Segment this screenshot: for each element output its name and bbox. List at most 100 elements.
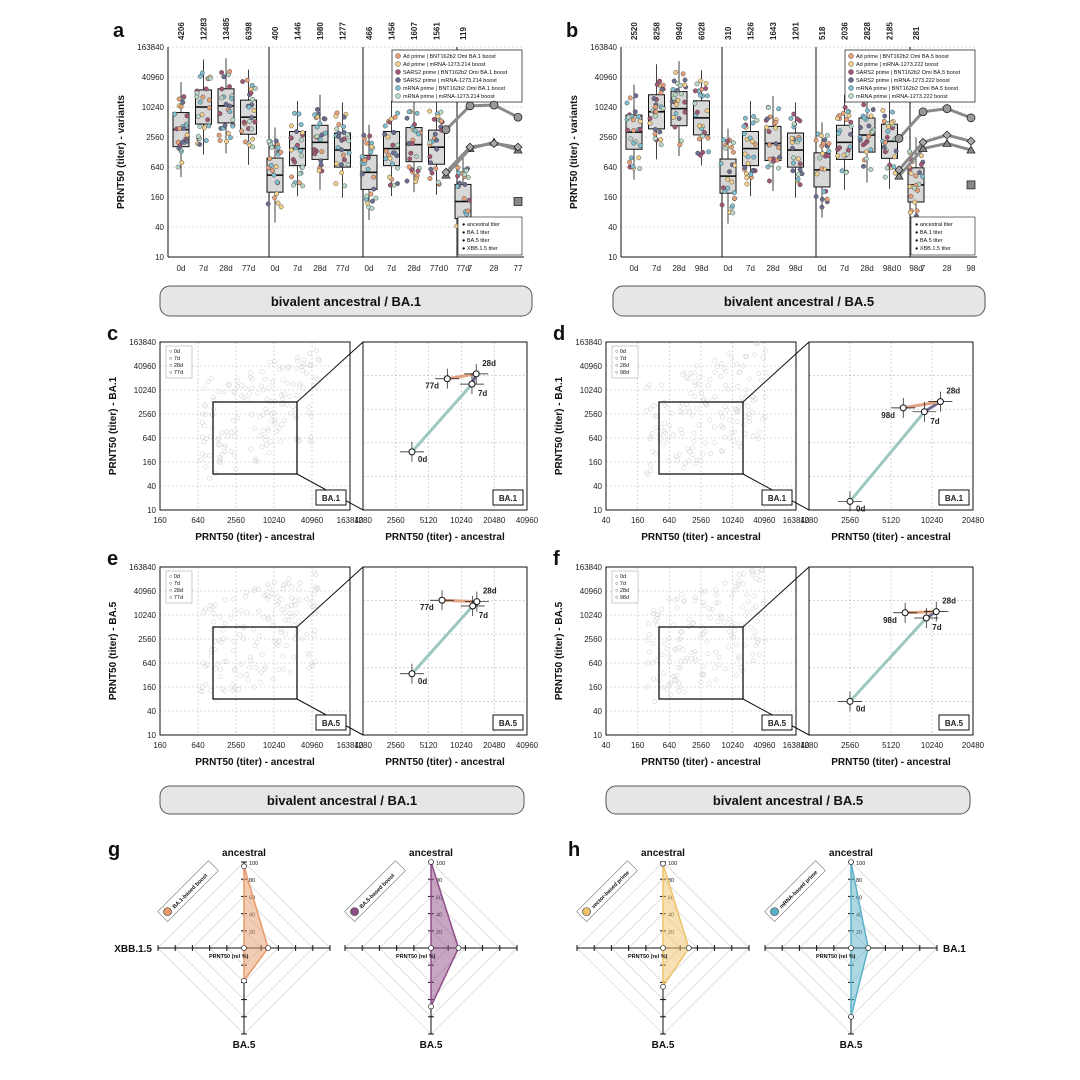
data-point	[882, 140, 888, 146]
data-point	[269, 590, 275, 596]
x-tick-label: 2560	[227, 516, 245, 525]
mean-marker	[920, 408, 928, 416]
radar-tick-label: 80	[436, 878, 442, 884]
data-point	[208, 688, 214, 694]
data-point	[370, 198, 375, 204]
data-point	[253, 455, 259, 461]
data-point	[465, 208, 471, 214]
data-point	[744, 387, 749, 393]
region-label-box	[938, 714, 970, 731]
data-point	[213, 666, 218, 672]
legend-item: mRNA prime | mRNA-1273.222 boost	[856, 94, 948, 100]
legend-item: ○ 7d	[615, 581, 626, 587]
panel-letter: g	[108, 839, 120, 861]
data-point	[712, 369, 718, 375]
x-tick-label: 40960	[516, 516, 539, 525]
data-point	[711, 440, 717, 446]
data-point	[300, 164, 306, 170]
data-point	[207, 453, 213, 459]
data-point	[678, 665, 684, 671]
trend-legend-box	[457, 216, 523, 256]
data-point	[882, 113, 888, 119]
timepoint-label: 98d	[883, 616, 897, 625]
data-point	[274, 429, 280, 434]
data-point	[706, 606, 712, 612]
data-point	[740, 571, 746, 577]
data-point	[658, 425, 664, 430]
data-point	[731, 621, 737, 627]
data-point	[195, 133, 201, 139]
data-point	[817, 155, 823, 161]
data-point	[269, 379, 275, 385]
radar-top-label: ancestral	[829, 848, 873, 859]
x-tick-label: 28d	[672, 264, 685, 273]
data-point	[636, 114, 641, 120]
data-point	[653, 104, 658, 110]
y-tick-label: 160	[604, 193, 618, 202]
data-point	[745, 599, 751, 605]
data-point	[848, 131, 854, 137]
data-point	[753, 643, 759, 649]
data-point	[395, 110, 401, 116]
data-point	[266, 428, 271, 434]
data-point	[756, 435, 762, 441]
radar-legend-text: mRNA-based prime	[779, 870, 819, 910]
data-point	[729, 179, 735, 185]
radar-legend-swatch	[163, 907, 172, 916]
data-point	[736, 572, 742, 578]
count-label: 1201	[792, 22, 801, 40]
x-tick-label: 7	[468, 264, 473, 273]
data-point	[764, 124, 770, 130]
data-point	[226, 130, 231, 136]
trajectory-arrow	[410, 383, 474, 453]
data-point	[658, 142, 664, 148]
legend-box	[165, 345, 193, 379]
x-tick-label: 163840	[783, 741, 810, 750]
x-tick-label: 28	[943, 264, 952, 273]
data-point	[861, 102, 867, 108]
data-point	[233, 466, 239, 472]
data-point	[848, 123, 854, 129]
count-label: 1980	[316, 22, 325, 40]
data-point	[644, 470, 650, 476]
data-point	[254, 639, 260, 645]
data-point	[733, 587, 738, 593]
y-tick-label: 640	[143, 434, 157, 443]
data-point	[427, 108, 433, 114]
data-point	[200, 451, 206, 457]
data-point	[279, 365, 285, 371]
data-point	[223, 101, 229, 107]
data-point	[336, 134, 341, 139]
data-point	[272, 420, 278, 426]
x-tick-label: 28	[490, 264, 499, 273]
data-point	[738, 395, 744, 401]
data-point	[361, 157, 367, 163]
radar-legend-box	[764, 860, 826, 922]
x-tick-label: 1280	[800, 741, 818, 750]
data-point	[221, 389, 227, 395]
data-point	[184, 132, 190, 138]
data-point	[673, 647, 679, 653]
data-point	[651, 96, 657, 101]
radar-legend-box	[157, 860, 219, 922]
legend-item: ○ 28d	[615, 363, 629, 369]
data-point	[690, 621, 696, 627]
data-point	[646, 621, 652, 627]
data-point	[203, 138, 209, 143]
legend-item: mRNA prime | BNT162b2 Omi BA.5 boost	[856, 86, 958, 92]
trend-legend-item: ● XBB.1.5 titer	[462, 246, 498, 252]
data-point	[661, 441, 667, 447]
data-point	[217, 457, 223, 462]
data-point	[312, 375, 318, 381]
data-point	[266, 594, 272, 600]
data-point	[221, 74, 227, 80]
data-point	[697, 92, 703, 98]
data-point	[893, 148, 899, 154]
data-point	[341, 157, 347, 163]
data-point	[790, 168, 796, 174]
banner	[159, 785, 525, 815]
data-point	[628, 136, 634, 142]
data-point	[268, 162, 274, 168]
data-point	[294, 358, 300, 364]
